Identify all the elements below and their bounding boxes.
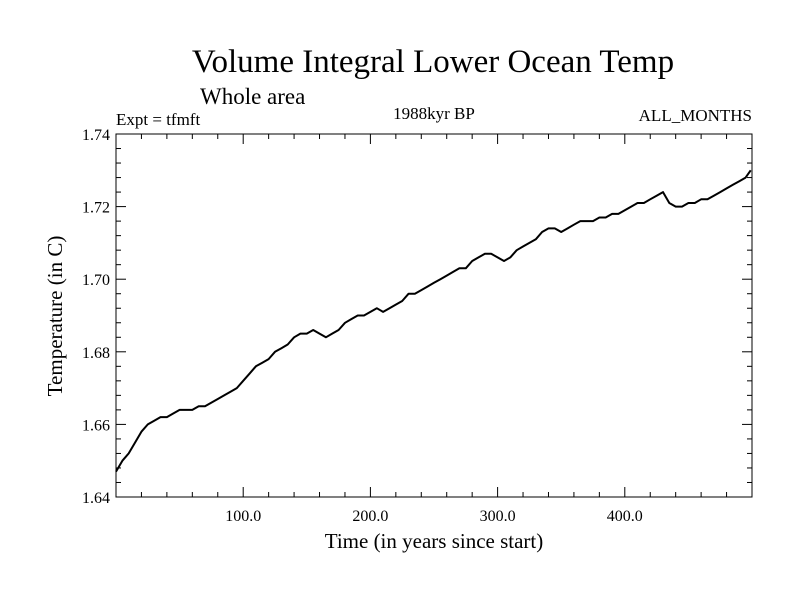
y-tick-label: 1.68 [82, 345, 110, 362]
x-tick-label: 400.0 [607, 508, 643, 525]
plot-frame [115, 133, 753, 498]
y-tick-label: 1.72 [82, 200, 110, 217]
months-label: ALL_MONTHS [639, 106, 752, 125]
series-line-temperature [115, 169, 752, 473]
y-tick-label: 1.66 [82, 417, 110, 434]
x-tick-label: 300.0 [480, 508, 516, 525]
y-tick-label: 1.74 [82, 127, 110, 144]
experiment-label: Expt = tfmft [116, 110, 200, 129]
series-layer [115, 169, 752, 473]
x-tick-label: 200.0 [352, 508, 388, 525]
period-label: 1988kyr BP [393, 104, 475, 123]
y-tick-label: 1.64 [82, 490, 110, 507]
x-tick-label: 100.0 [225, 508, 261, 525]
tick-labels: 100.0 200.0 300.0 400.0 1.64 1.66 1.68 1.70 1.72… [82, 127, 643, 525]
x-axis-label: Time (in years since start) [325, 529, 544, 553]
y-axis-label: Temperature (in C) [43, 236, 67, 397]
chart-subtitle: Whole area [200, 84, 305, 109]
axis-ticks [116, 133, 752, 498]
y-tick-label: 1.70 [82, 272, 110, 289]
chart-title: Volume Integral Lower Ocean Temp [192, 44, 674, 80]
